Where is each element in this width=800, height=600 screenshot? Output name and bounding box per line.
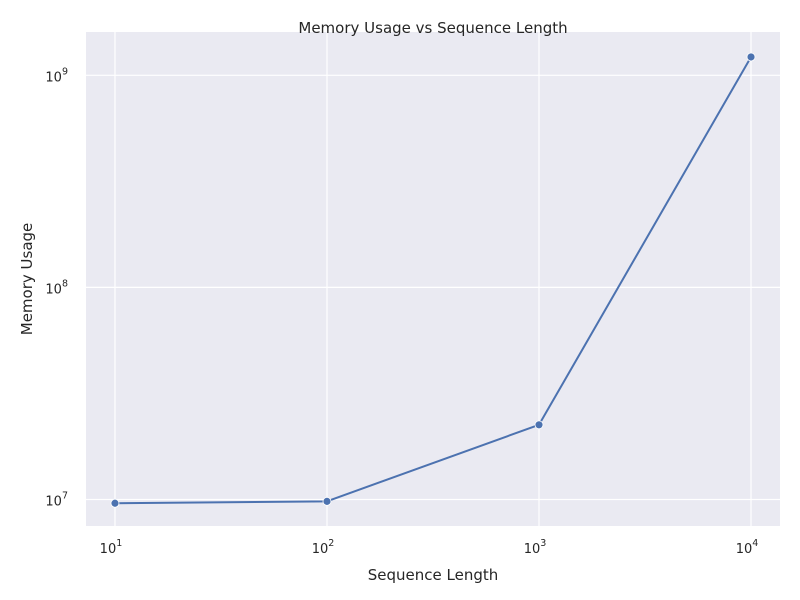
grid-layer bbox=[86, 32, 780, 526]
y-axis-label: Memory Usage bbox=[18, 223, 36, 336]
x-tick-label-exponent: 4 bbox=[752, 538, 758, 549]
y-tick-label-base: 10 bbox=[45, 495, 62, 510]
x-tick-label-exponent: 2 bbox=[328, 538, 334, 549]
series-layer bbox=[110, 52, 756, 508]
data-point bbox=[322, 496, 332, 506]
x-tick-label-base: 10 bbox=[736, 542, 753, 557]
data-point bbox=[534, 420, 544, 430]
data-point bbox=[746, 52, 756, 62]
x-tick-label: 101 bbox=[100, 538, 123, 557]
y-tick-label-base: 10 bbox=[45, 282, 62, 297]
y-tick-label: 107 bbox=[45, 491, 68, 510]
x-tick-label-base: 10 bbox=[100, 542, 117, 557]
x-axis-label: Sequence Length bbox=[368, 566, 499, 584]
chart-title: Memory Usage vs Sequence Length bbox=[298, 19, 567, 37]
y-tick-label-exponent: 8 bbox=[62, 278, 68, 289]
y-tick-label: 109 bbox=[45, 66, 68, 85]
x-tick-label-exponent: 1 bbox=[116, 538, 122, 549]
y-tick-label-exponent: 7 bbox=[62, 491, 68, 502]
x-tick-label-base: 10 bbox=[524, 542, 541, 557]
series-line bbox=[114, 56, 752, 505]
y-tick-label-base: 10 bbox=[45, 70, 62, 85]
x-tick-label-base: 10 bbox=[312, 542, 329, 557]
x-tick-label: 103 bbox=[524, 538, 547, 557]
x-tick-label: 102 bbox=[312, 538, 335, 557]
x-tick-label: 104 bbox=[736, 538, 759, 557]
plot-area bbox=[86, 32, 780, 526]
x-tick-label-exponent: 3 bbox=[540, 538, 546, 549]
y-tick-label: 108 bbox=[45, 278, 68, 297]
data-point bbox=[110, 498, 120, 508]
y-tick-label-exponent: 9 bbox=[62, 66, 68, 77]
